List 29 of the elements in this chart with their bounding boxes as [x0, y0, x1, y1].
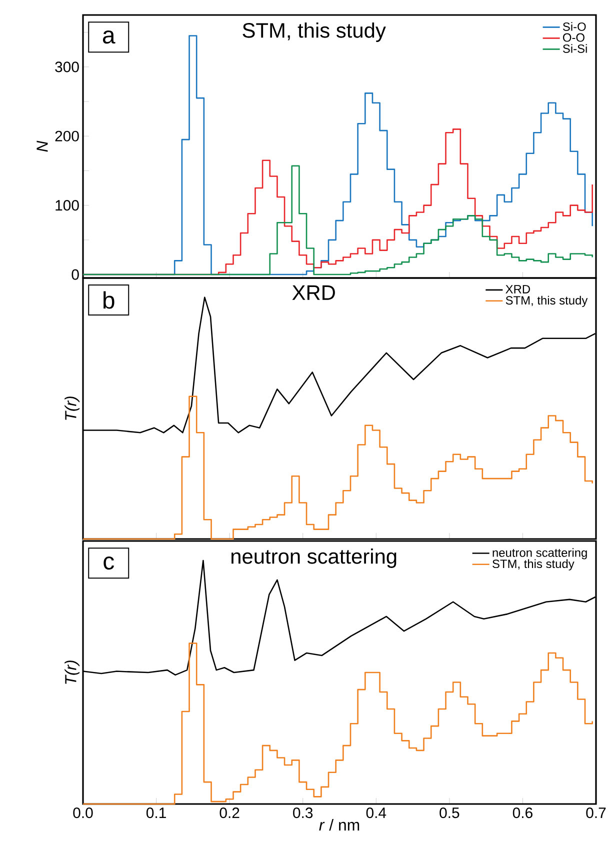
- y-tick-label: 100: [56, 200, 79, 211]
- y-tick-label: 0: [72, 269, 79, 280]
- x-tick-label: 0.5: [440, 808, 460, 818]
- annotation: a: [102, 30, 116, 44]
- legend-label: STM, this study: [506, 296, 588, 307]
- y-tick-label: 300: [55, 62, 79, 72]
- y-axis-title: N: [36, 140, 48, 152]
- chart-title: neutron scattering: [232, 548, 396, 568]
- chart-title: XRD: [292, 285, 335, 300]
- x-tick-label: 0.3: [293, 808, 313, 818]
- legend-label: Si-O: [562, 22, 586, 31]
- y-axis-title: T(r): [64, 660, 80, 684]
- x-tick-label: 0.4: [366, 808, 386, 818]
- legend-label: XRD: [506, 285, 530, 294]
- chart-title: STM, this study: [242, 22, 386, 42]
- y-axis-title: T(r): [64, 396, 80, 420]
- x-tick-label: 0.1: [146, 808, 166, 818]
- x-tick-label: 0.0: [73, 808, 93, 818]
- legend-label: O-O: [563, 33, 584, 42]
- legend-label: STM, this study: [492, 559, 574, 570]
- x-tick-label: 0.6: [512, 808, 532, 818]
- legend-label: neutron scattering: [492, 548, 587, 560]
- annotation: c: [104, 556, 114, 570]
- y-tick-label: 200: [55, 130, 79, 142]
- x-axis-title: r / nm: [319, 818, 360, 831]
- annotation: b: [104, 291, 114, 309]
- legend-label: Si-Si: [562, 44, 587, 53]
- x-tick-label: 0.7: [586, 808, 606, 818]
- x-tick-label: 0.2: [220, 808, 240, 818]
